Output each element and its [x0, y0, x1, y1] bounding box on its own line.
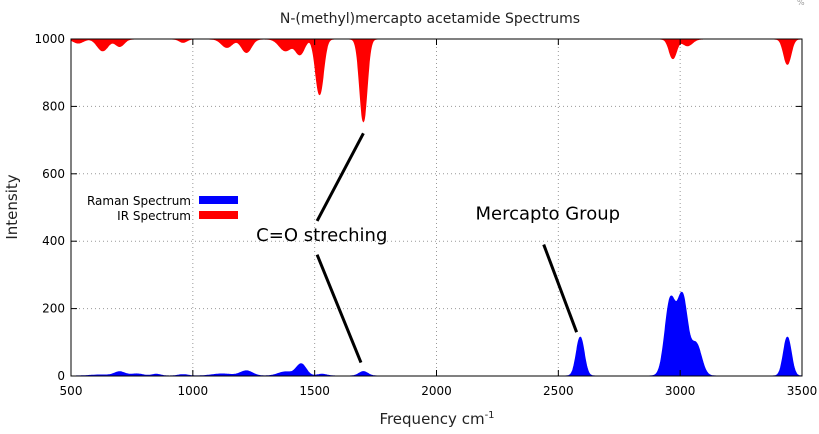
legend-label-raman: Raman Spectrum: [87, 194, 191, 208]
x-axis-label-text: Frequency cm: [379, 410, 484, 428]
y-axis-label: Intensity: [3, 174, 21, 239]
annotation-arrow: [315, 254, 363, 364]
y-tick-label: 800: [42, 99, 65, 113]
x-tick-label: 3000: [665, 384, 696, 398]
x-axis-label-superscript: -1: [485, 410, 495, 421]
x-tick-label: 2500: [543, 384, 574, 398]
x-tick-label: 1000: [178, 384, 209, 398]
y-tick-label: 400: [42, 234, 65, 248]
annotation-label: C=O streching: [256, 225, 387, 246]
annotations: C=O streching Mercapto Group: [256, 132, 620, 364]
grid: [71, 39, 802, 376]
axis-ticks: 500 1000 1500 2000 2500 3000 3500 0 200 400 600 800…: [34, 32, 817, 398]
legend-label-ir: IR Spectrum: [117, 209, 191, 223]
legend-swatch-raman: [199, 196, 238, 204]
y-tick-label: 200: [42, 302, 65, 316]
corner-mark: %: [797, 0, 805, 7]
x-tick-label: 2000: [421, 384, 452, 398]
y-tick-label: 0: [57, 369, 65, 383]
chart-title: N-(methyl)mercapto acetamide Spectrums: [280, 11, 580, 27]
annotation-label: Mercapto Group: [475, 203, 620, 224]
x-tick-label: 1500: [299, 384, 330, 398]
x-tick-label: 3500: [787, 384, 818, 398]
x-axis-label: Frequency cm-1: [379, 410, 494, 428]
x-tick-label: 500: [60, 384, 83, 398]
legend: Raman Spectrum IR Spectrum: [87, 194, 238, 223]
annotation-arrow: [542, 244, 579, 333]
legend-swatch-ir: [199, 211, 238, 219]
y-tick-label: 600: [42, 167, 65, 181]
y-tick-label: 1000: [34, 32, 65, 46]
annotation-arrow: [315, 132, 365, 222]
